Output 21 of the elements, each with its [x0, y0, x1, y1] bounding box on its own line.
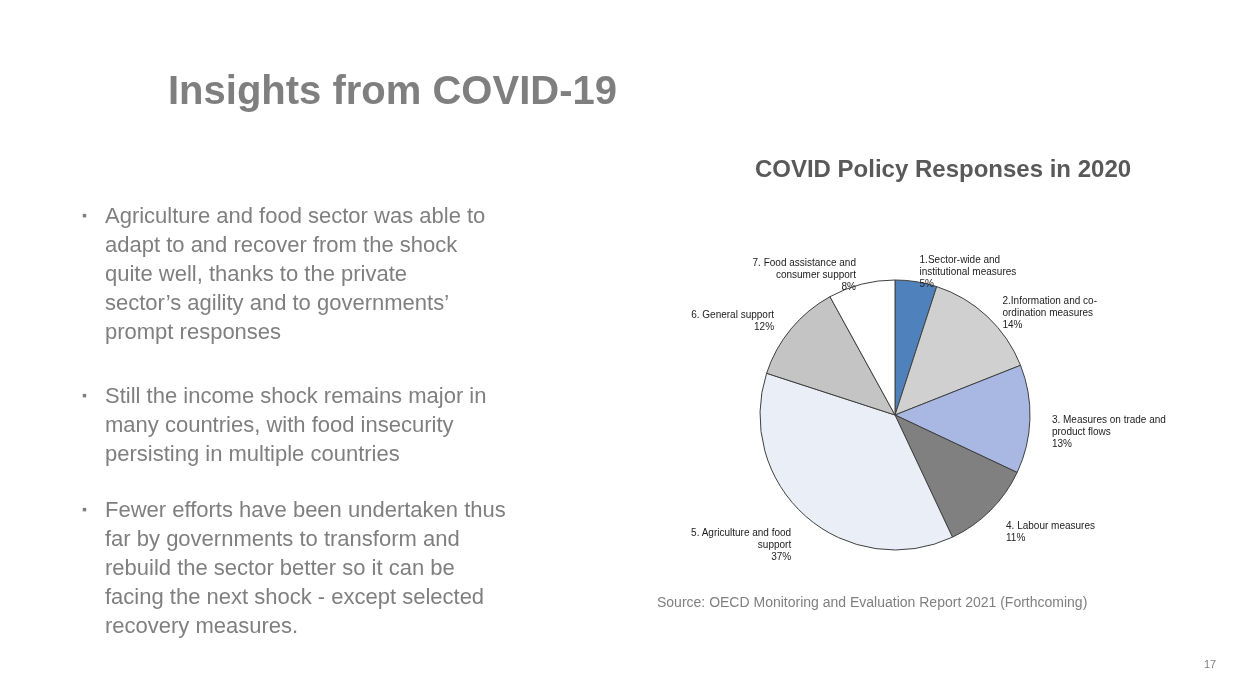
text: ▪ Agriculture and food sector was able to adapt to and recover from the shock quite well, thanks to the private sector’s agility and to governments’ prompt responses — [82, 203, 486, 344]
chart-title: COVID Policy Responses in 2020 — [754, 155, 1132, 182]
text: ▪ Fewer efforts have been undertaken thus far by governments to transform and rebuild the sector better so it can be facing the next shock - except selected recovery measures. — [82, 497, 506, 638]
source-note: Source: OECD Monitoring and Evaluation Report 2021 (Forthcoming) — [657, 594, 1088, 610]
slice-label: 7. Food assistance and consumer support — [752, 256, 857, 280]
slice-label: 2.Information and co-ordination measures — [1002, 294, 1097, 318]
data-label: 5% — [919, 277, 935, 289]
slice-label: 1.Sector-wide and institutional measures — [919, 253, 1017, 277]
data-label: 37% — [771, 550, 792, 562]
data-label: 11% — [1006, 532, 1026, 544]
data-label: 13% — [1051, 437, 1073, 449]
data-label: 12% — [754, 320, 775, 332]
slice-label: 5. Agriculture and food support — [691, 526, 792, 550]
text: 17 — [1203, 658, 1217, 670]
slice-label: 6. General support — [691, 308, 775, 320]
slice-label: 4. Labour measures — [1006, 520, 1095, 532]
text: Insights from COVID-19 — [168, 68, 617, 112]
data-label: 14% — [1002, 318, 1023, 330]
text: ▪ Still the income shock remains major in many countries, with food insecurity persisting in multiple countries — [82, 383, 487, 466]
slice-label: 3. Measures on trade and product flows — [1051, 413, 1166, 437]
data-label: 8% — [841, 280, 857, 292]
